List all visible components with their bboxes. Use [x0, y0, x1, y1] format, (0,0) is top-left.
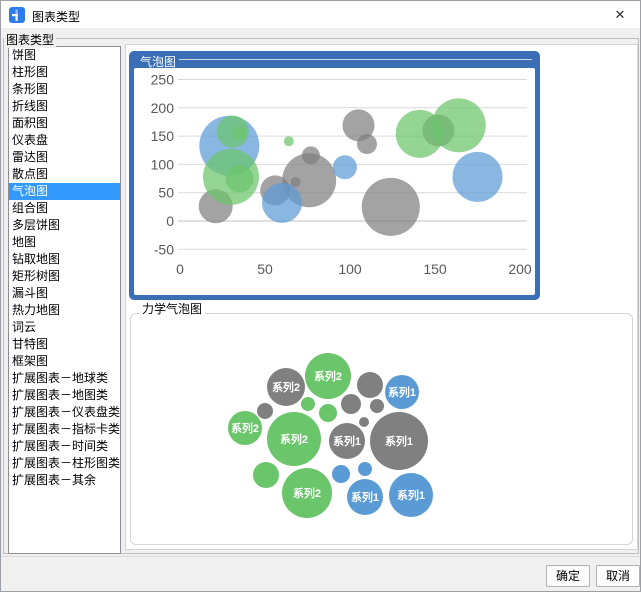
svg-text:50: 50 [257, 261, 273, 277]
footer-divider [1, 556, 640, 557]
force-chart-svg: 系列2 系列2 系列1 系列2 系列2 系列1 系列1 系列2 系列1 系列1 [228, 353, 433, 518]
sidebar-item[interactable]: 甘特图 [12, 337, 49, 351]
groupbox-label: 图表类型 [4, 31, 57, 48]
sidebar-item[interactable]: 词云 [12, 320, 37, 334]
sidebar-item[interactable]: 热力地图 [12, 303, 61, 317]
force-chart-title: 力学气泡图 [139, 300, 206, 317]
svg-text:-50: -50 [154, 241, 174, 257]
svg-text:100: 100 [338, 261, 362, 277]
svg-text:系列2: 系列2 [314, 369, 342, 383]
cancel-button[interactable]: 取消 [596, 565, 640, 587]
sidebar-item[interactable]: 折线图 [12, 99, 49, 113]
sidebar-item[interactable]: 多层饼图 [12, 218, 61, 232]
sidebar-item[interactable]: 散点图 [12, 167, 49, 181]
app-logo-icon [9, 7, 25, 23]
svg-text:系列2: 系列2 [280, 432, 308, 446]
sidebar-item[interactable]: 柱形图 [12, 65, 49, 79]
bubble-chart-title: 气泡图 [140, 55, 177, 69]
sidebar-item[interactable]: 扩展图表－指标卡类 [12, 422, 121, 436]
sidebar-item[interactable]: 扩展图表－仪表盘类 [12, 405, 121, 419]
svg-text:150: 150 [423, 261, 447, 277]
window-title: 图表类型 [32, 10, 81, 24]
sidebar-item[interactable]: 组合图 [12, 201, 49, 215]
svg-text:系列1: 系列1 [351, 490, 379, 504]
force-chart-panel[interactable]: 系列2 系列2 系列1 系列2 系列2 系列1 系列1 系列2 系列1 系列1 [130, 313, 633, 545]
svg-text:50: 50 [158, 185, 174, 201]
svg-text:200: 200 [151, 100, 175, 116]
bubble-chart-area: 250 200 150 100 50 0 -50 0 50 100 150 200 [134, 68, 535, 295]
svg-text:0: 0 [176, 261, 184, 277]
svg-text:系列1: 系列1 [397, 488, 425, 502]
sidebar-item[interactable]: 地图 [12, 235, 37, 249]
preview-area: 气泡图 250 200 150 100 50 0 -50 0 50 100 150 200 力学气泡图… [125, 44, 638, 550]
svg-text:150: 150 [151, 128, 175, 144]
sidebar-item[interactable]: 扩展图表－地图类 [12, 388, 109, 402]
sidebar-item[interactable]: 扩展图表－柱形图类 [12, 456, 121, 470]
svg-text:100: 100 [151, 156, 175, 172]
svg-text:系列1: 系列1 [333, 434, 361, 448]
sidebar-item[interactable]: 矩形树图 [12, 269, 61, 283]
chart-type-groupbox [3, 38, 639, 554]
sidebar-item[interactable]: 漏斗图 [12, 286, 49, 300]
svg-text:系列2: 系列2 [293, 486, 321, 500]
sidebar-item[interactable]: 面积图 [12, 116, 49, 130]
sidebar-item[interactable]: 扩展图表－其余 [12, 473, 97, 487]
sidebar-item[interactable]: 钻取地图 [12, 252, 61, 266]
sidebar-item[interactable]: 扩展图表－地球类 [12, 371, 109, 385]
svg-text:系列2: 系列2 [231, 421, 259, 435]
sidebar-item[interactable]: 饼图 [12, 48, 37, 62]
bubble-title-line [179, 59, 532, 60]
ok-button[interactable]: 确定 [546, 565, 590, 587]
svg-text:系列2: 系列2 [272, 380, 300, 394]
sidebar-item[interactable]: 框架图 [12, 354, 49, 368]
chart-type-list: 饼图柱形图条形图折线图面积图仪表盘雷达图散点图气泡图 组合图多层饼图地图钻取地图矩… [8, 46, 121, 554]
sidebar-item[interactable]: 气泡图 [9, 183, 120, 200]
titlebar: 图表类型 ✕ [1, 1, 640, 29]
svg-text:200: 200 [508, 261, 532, 277]
sidebar-item[interactable]: 仪表盘 [12, 133, 49, 147]
close-icon: ✕ [614, 7, 626, 22]
svg-text:系列1: 系列1 [388, 385, 416, 399]
svg-text:250: 250 [151, 72, 175, 88]
sidebar-item[interactable]: 条形图 [12, 82, 49, 96]
sidebar-item[interactable]: 扩展图表－时间类 [12, 439, 109, 453]
close-button[interactable]: ✕ [608, 5, 632, 25]
svg-text:系列1: 系列1 [385, 434, 413, 448]
svg-text:0: 0 [166, 213, 174, 229]
sidebar-item[interactable]: 雷达图 [12, 150, 49, 164]
bubble-chart-panel[interactable]: 气泡图 250 200 150 100 50 0 -50 0 50 100 150 200 [129, 51, 540, 300]
